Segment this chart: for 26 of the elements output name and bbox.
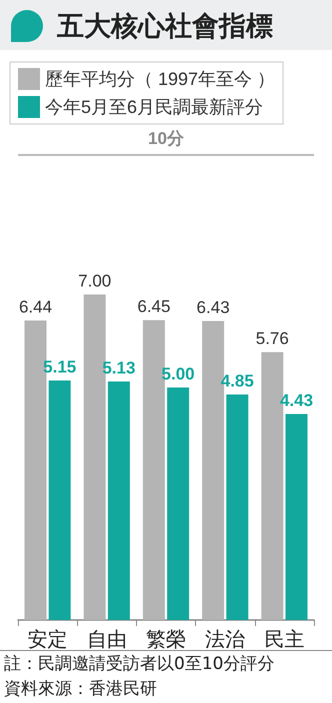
x-tick-label: 民主 [264,628,304,651]
data-label: 7.00 [78,272,112,290]
legend-label: 歷年平均分（ 1997年至今 ） [45,69,276,89]
data-label: 6.45 [137,297,170,316]
text: 註：民調邀請受訪者以0至10分評分 [4,653,274,675]
bar [48,380,71,620]
x-tick-label: 安定 [28,629,68,651]
data-label: 5.76 [256,329,289,348]
bar [108,381,130,620]
data-label: 4.85 [220,371,254,390]
chart-title: 五大核心社會指標 [56,11,273,42]
bar [226,394,248,620]
data-label: 5.00 [162,364,195,384]
data-label: 6.43 [196,298,230,318]
data-label: 5.15 [43,358,76,377]
data-label: 5.13 [102,358,136,378]
data-label: 6.44 [18,298,52,317]
source-note: 資料來源：香港民研 [4,678,157,700]
x-tick-label: 自由 [86,629,127,651]
x-tick-label: 法治 [205,629,246,651]
ref-line-label: 10分 [148,129,185,148]
x-tick-label: 繁榮 [146,629,186,651]
data-label: 4.43 [280,391,314,410]
legend-label: 今年5月至6月民調最新評分 [45,97,264,117]
bar [167,388,190,620]
bar [286,414,308,620]
